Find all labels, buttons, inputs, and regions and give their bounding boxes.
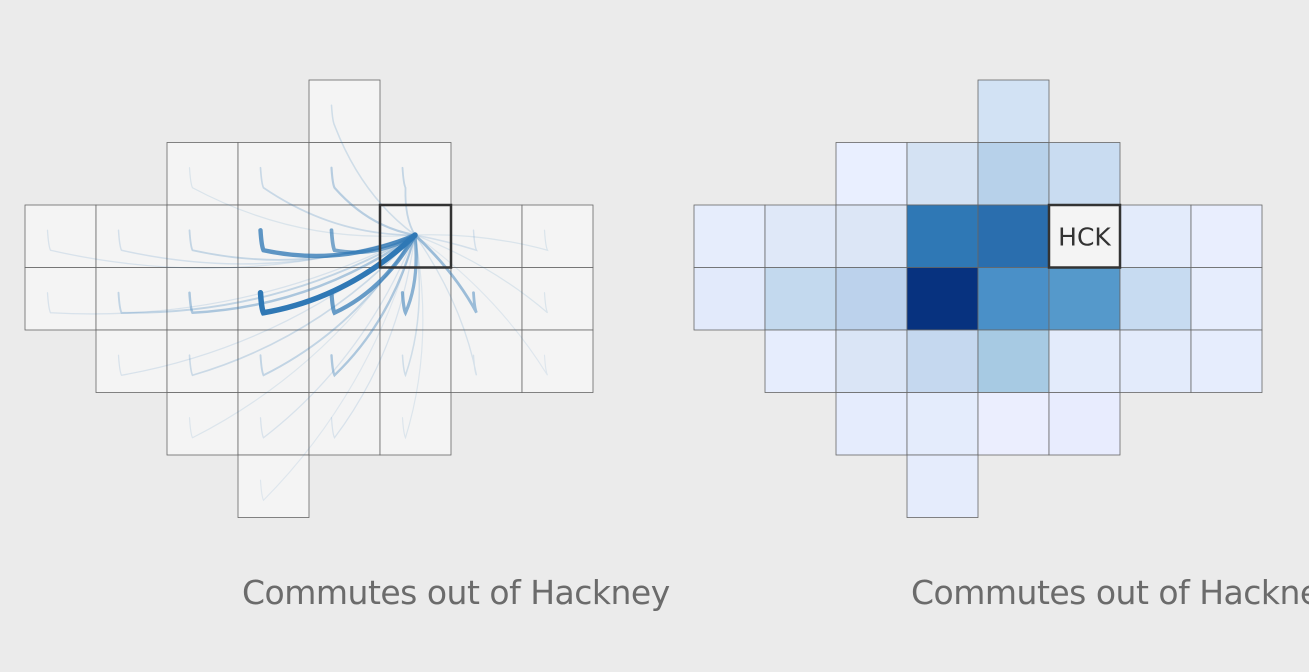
flow-line: [401, 234, 421, 378]
flow-line: [46, 234, 416, 315]
choropleth-cell: [835, 329, 908, 393]
choropleth-cell: [1048, 329, 1121, 393]
choropleth-cell: [906, 392, 979, 456]
flow-line: [117, 234, 416, 314]
flow-grid: [24, 79, 594, 518]
flow-cell: [24, 267, 97, 331]
flow-line: [330, 233, 417, 378]
flow-cell: [237, 392, 310, 456]
flow-cell: [166, 267, 239, 331]
flow-line: [257, 232, 418, 316]
flow-cell: [308, 392, 381, 456]
flow-cell: [95, 204, 168, 268]
origin-label: HCK: [1058, 222, 1111, 251]
choropleth-cell: [835, 142, 908, 206]
flow-cell: [450, 204, 523, 268]
choropleth-cell: [906, 454, 979, 518]
choropleth-cell: [977, 329, 1050, 393]
flow-cell: [166, 204, 239, 268]
flow-map-caption: Commutes out of Hackney: [242, 573, 670, 612]
flow-line: [188, 234, 416, 439]
flow-line: [259, 234, 416, 439]
choropleth-cell: [764, 329, 837, 393]
choropleth-cell: [1048, 267, 1121, 331]
flow-line: [414, 229, 478, 252]
flow-cell: [450, 329, 523, 393]
choropleth-cell: [906, 204, 979, 268]
flow-cell: [166, 329, 239, 393]
flow-line: [400, 233, 418, 317]
flow-cell: [95, 267, 168, 331]
flow-cell: [521, 329, 594, 393]
flow-line: [330, 234, 416, 439]
choropleth-cell: [977, 267, 1050, 331]
flow-highlight: [378, 203, 453, 269]
choropleth-grid: [693, 79, 1263, 518]
flow-line: [259, 234, 416, 502]
choropleth-cell: [835, 267, 908, 331]
choropleth-cell: [977, 204, 1050, 268]
choropleth-cell: [977, 142, 1050, 206]
flow-cell: [237, 329, 310, 393]
choropleth-map: HCK: [693, 79, 1263, 518]
choropleth-cell: [1048, 142, 1121, 206]
choropleth-cell: [835, 392, 908, 456]
flow-line: [414, 229, 549, 252]
choropleth-cell: [1119, 204, 1192, 268]
flow-cell: [237, 454, 310, 518]
flow-cell: [166, 142, 239, 206]
flow-line: [188, 233, 417, 315]
flow-line: [401, 166, 416, 236]
choropleth-cell: [906, 142, 979, 206]
flow-cell: [379, 142, 452, 206]
flow-cell: [237, 267, 310, 331]
flow-line: [413, 233, 478, 314]
choropleth-cell: [1190, 204, 1263, 268]
flow-cell: [308, 142, 381, 206]
choropleth-cell: [1048, 392, 1121, 456]
choropleth-cell: [977, 392, 1050, 456]
choropleth-cell: [693, 204, 766, 268]
flow-line: [414, 234, 549, 376]
choropleth-cell: [1190, 267, 1263, 331]
flow-line: [330, 104, 416, 236]
choropleth-cell: [693, 267, 766, 331]
flow-lines: [46, 104, 549, 502]
choropleth-cell: [906, 267, 979, 331]
choropleth-highlight: HCK: [1047, 203, 1122, 269]
flow-cell: [308, 329, 381, 393]
flow-line: [259, 166, 416, 236]
choropleth-cell: [906, 329, 979, 393]
flow-origin-cell: [378, 203, 453, 269]
flow-cell: [521, 267, 594, 331]
flow-line: [401, 234, 424, 440]
choropleth-cell: [1190, 329, 1263, 393]
flow-line: [329, 232, 418, 316]
choropleth-cell: [1119, 329, 1192, 393]
choropleth-origin-cell: [1047, 203, 1122, 269]
choropleth-caption: Commutes out of Hackney: [911, 573, 1309, 612]
flow-cell: [166, 392, 239, 456]
flow-line: [330, 166, 417, 237]
choropleth-cell: [764, 267, 837, 331]
flow-cell: [95, 329, 168, 393]
choropleth-cell: [977, 79, 1050, 143]
flow-cell: [379, 392, 452, 456]
flow-cell: [450, 267, 523, 331]
choropleth-cell: [835, 204, 908, 268]
flow-line: [188, 167, 416, 237]
flow-cell: [24, 204, 97, 268]
choropleth-cell: [1119, 267, 1192, 331]
choropleth-cell: [764, 204, 837, 268]
flow-line: [188, 234, 416, 377]
flow-map: [24, 79, 594, 518]
flow-cell: [521, 204, 594, 268]
flow-cell: [308, 79, 381, 143]
flow-cell: [237, 142, 310, 206]
